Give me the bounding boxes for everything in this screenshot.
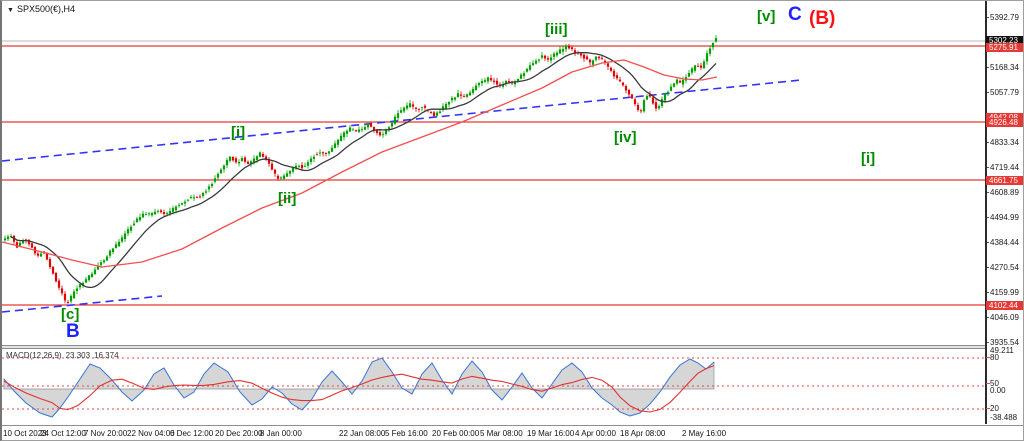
wave-label-v-1[interactable]: [v]	[757, 8, 776, 25]
price-tick-mark	[986, 342, 989, 343]
macd-main-line	[3, 357, 715, 418]
price-tick-label: 5057.79	[990, 88, 1019, 97]
time-tick-label: 6 Dec 12:00	[170, 429, 214, 438]
chevron-down-icon[interactable]: ▼	[7, 7, 14, 14]
time-tick-label: 4 Apr 00:00	[575, 429, 616, 438]
macd-scale-label: 49.211	[990, 346, 1014, 355]
price-tick-mark	[986, 67, 989, 68]
level-price-box: 4942.08	[986, 113, 1023, 118]
price-tick-label: 5392.79	[990, 13, 1019, 22]
price-tick-label: 4159.99	[990, 288, 1019, 297]
macd-scale-label: 80	[990, 353, 999, 362]
time-axis-border	[2, 425, 1023, 426]
price-tick-label: 4046.09	[990, 313, 1019, 322]
price-tick-mark	[986, 17, 989, 18]
macd-level-tick	[986, 408, 990, 409]
ma-fast-line	[10, 52, 717, 289]
price-chart-canvas[interactable]	[2, 1, 986, 345]
time-tick-label: 19 Mar 16:00	[527, 429, 575, 438]
time-tick-label: 24 Oct 12:00	[40, 429, 86, 438]
price-tick-label: 4608.89	[990, 188, 1019, 197]
price-tick-mark	[986, 292, 989, 293]
macd-name: MACD(12,26,9)	[6, 351, 62, 360]
price-tick-mark	[986, 242, 989, 243]
macd-level-tick	[986, 383, 990, 384]
time-tick-label: 22 Nov 04:00	[127, 429, 175, 438]
wave-label-iv-6[interactable]: [iv]	[614, 129, 637, 146]
price-tick-label: 5168.34	[990, 63, 1019, 72]
wave-label-iii-0[interactable]: [iii]	[545, 21, 568, 38]
current-price-box: 5302.23	[986, 36, 1023, 45]
price-tick-mark	[986, 167, 989, 168]
price-tick-label: 4270.54	[990, 263, 1019, 272]
macd-main-value: 23.303	[65, 351, 91, 360]
macd-histogram-area	[3, 357, 715, 418]
macd-canvas[interactable]	[2, 349, 986, 424]
time-tick-label: 20 Feb 00:00	[432, 429, 480, 438]
time-tick-label: 7 Nov 20:00	[84, 429, 128, 438]
candlestick-series	[3, 35, 718, 304]
price-tick-mark	[986, 267, 989, 268]
macd-indicator-label: MACD(12,26,9) 23.303 16.374	[6, 351, 123, 360]
wave-label-C-2[interactable]: C	[788, 4, 802, 25]
time-tick-label: 20 Dec 20:00	[215, 429, 263, 438]
price-tick-mark	[986, 142, 989, 143]
level-price-box: 5275.91	[986, 43, 1023, 52]
price-tick-mark	[986, 217, 989, 218]
time-tick-label: 5 Mar 08:00	[480, 429, 523, 438]
time-tick-label: 2 May 16:00	[682, 429, 727, 438]
macd-scale-label: 20	[990, 404, 999, 413]
symbol-selector[interactable]: ▼ SPX500(€),H4	[7, 4, 75, 14]
macd-scale-label: 0.00	[990, 386, 1006, 395]
level-price-box: 4102.44	[986, 301, 1023, 310]
price-tick-label: 4719.44	[990, 163, 1019, 172]
wave-label-B-3[interactable]: (B)	[809, 8, 836, 29]
price-tick-label: 4833.34	[990, 138, 1019, 147]
time-tick-label: 5 Feb 16:00	[385, 429, 428, 438]
time-tick-label: 8 Jan 00:00	[260, 429, 302, 438]
time-tick-label: 10 Oct 2023	[3, 429, 47, 438]
wave-label-i-4[interactable]: [i]	[231, 124, 246, 141]
wave-label-B-9[interactable]: B	[66, 321, 80, 342]
wave-label-c-8[interactable]: [c]	[61, 306, 80, 323]
macd-level-tick	[986, 357, 990, 358]
wave-label-i-7[interactable]: [i]	[861, 150, 876, 167]
symbol-label: SPX500(€),H4	[16, 4, 75, 14]
level-price-box: 4661.75	[986, 176, 1023, 185]
ma-slow-line	[2, 59, 718, 268]
level-price-box: 4926.48	[986, 118, 1023, 127]
price-tick-mark	[986, 92, 989, 93]
trendline-0[interactable]	[2, 79, 802, 162]
price-tick-mark	[986, 192, 989, 193]
price-tick-mark	[986, 317, 989, 318]
panel-separator[interactable]	[2, 345, 985, 349]
macd-scale-label: -38.488	[990, 413, 1018, 422]
macd-scale-label: 50	[990, 379, 999, 388]
wave-label-ii-5[interactable]: [ii]	[278, 190, 297, 207]
time-tick-label: 18 Apr 08:00	[620, 429, 666, 438]
trendline-1[interactable]	[2, 295, 163, 313]
price-tick-label: 3935.54	[990, 338, 1019, 347]
price-axis-border	[985, 1, 987, 424]
macd-signal-line	[3, 365, 715, 413]
price-tick-label: 4494.99	[990, 213, 1019, 222]
price-tick-label: 4384.44	[990, 238, 1019, 247]
macd-signal-value: 16.374	[94, 351, 119, 360]
time-tick-label: 22 Jan 08:00	[339, 429, 386, 438]
